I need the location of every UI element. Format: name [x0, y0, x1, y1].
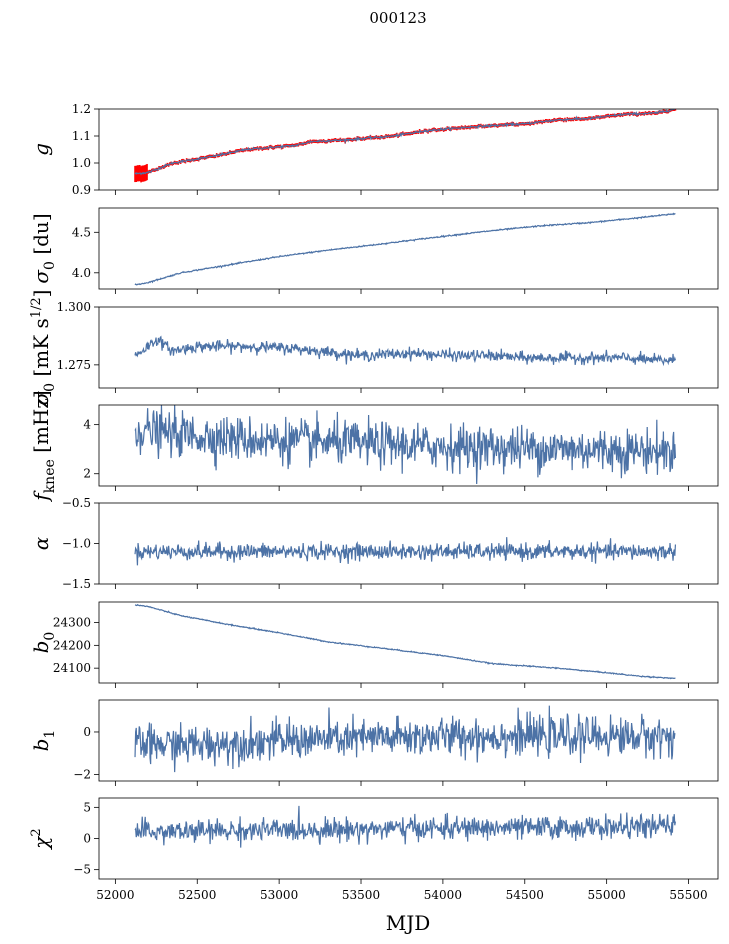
y-tick-label: 1.300	[57, 300, 91, 314]
y-tick-label: −0.5	[62, 496, 91, 510]
y-tick-label: −5	[73, 863, 91, 877]
ylabel-sub: 0	[42, 383, 58, 392]
ylabel-unit: [du]	[29, 213, 53, 254]
x-tick-label: 53000	[260, 888, 298, 902]
ylabel-symbol: σ	[29, 391, 53, 406]
ylabel-unit: [mK s	[29, 318, 53, 376]
axes-frame	[98, 108, 719, 191]
chi2-line	[134, 805, 677, 848]
axes-frame	[98, 601, 719, 684]
ylabel-unit-sup: 1/2	[29, 297, 44, 318]
sigma0_mK-ylabel: σ0 [mK s1/2]	[29, 289, 58, 405]
y-tick-label: 4.0	[72, 266, 91, 280]
fknee-ylabel: fknee [mHz]	[29, 390, 58, 502]
ylabel-symbol: b	[29, 641, 53, 654]
ylabel-unit-close: ]	[29, 289, 53, 297]
alpha-ylabel: α	[29, 536, 53, 550]
alpha-line	[134, 537, 677, 566]
x-tick-label: 54500	[506, 888, 544, 902]
y-tick-label: −1.5	[62, 577, 91, 591]
b0-line	[134, 603, 676, 680]
ylabel-sub: 0	[42, 632, 58, 641]
ylabel-symbol: χ	[29, 835, 53, 851]
axes-frame	[98, 404, 719, 487]
axes-frame	[98, 699, 719, 782]
y-tick-label: 1.2	[72, 102, 91, 116]
sigma0_mK-line	[134, 335, 676, 367]
sigma0-ylabel: σ0 [du]	[29, 213, 58, 283]
ylabel-symbol: b	[29, 739, 53, 752]
y-tick-label: 0	[83, 832, 91, 846]
axes-frame	[98, 207, 719, 290]
b0-ylabel: b0	[29, 632, 58, 654]
ylabel-unit: [mHz]	[29, 390, 53, 453]
sigma0-series	[134, 212, 676, 286]
chi2-ylabel: χ2	[29, 828, 53, 850]
y-tick-label: 0.9	[72, 183, 91, 197]
panel-b1: −2 0 b1	[29, 699, 719, 786]
x-tick-label: 52000	[96, 888, 134, 902]
y-tick-label: 24200	[53, 638, 91, 652]
b0-series	[134, 603, 676, 680]
y-tick-label: 0	[83, 725, 91, 739]
ylabel-symbol: g	[29, 143, 53, 156]
panel-chi2: −5 0 5 52000 52500 53000 53500 54000 54500 55000 5…	[29, 797, 719, 902]
alpha-series	[134, 537, 677, 566]
panel-gain: 0.9 1.0 1.1 1.2 g	[29, 102, 719, 197]
x-axis-label: MJD	[386, 911, 431, 935]
ylabel-sub: 1	[42, 730, 58, 739]
y-tick-label: −2	[73, 768, 91, 782]
panel-alpha: −1.5 −1.0 −0.5 α	[29, 496, 719, 591]
ylabel-symbol: α	[29, 536, 53, 550]
y-tick-label: −1.0	[62, 537, 91, 551]
b1-line	[134, 705, 676, 773]
ylabel-sup: 2	[29, 828, 44, 836]
y-tick-label: 1.275	[57, 358, 91, 372]
x-tick-label: 53500	[342, 888, 380, 902]
x-tick-label: 52500	[178, 888, 216, 902]
y-tick-label: 24300	[53, 616, 91, 630]
y-tick-label: 1.0	[72, 156, 91, 170]
fknee-line	[134, 405, 677, 485]
b1-ylabel: b1	[29, 730, 58, 752]
figure-title: 000123	[369, 9, 426, 27]
sigma0-line	[134, 212, 676, 286]
y-tick-label: 1.1	[72, 129, 91, 143]
y-tick-label: 2	[83, 467, 91, 481]
panel-fknee: 2 4 fknee [mHz]	[29, 390, 719, 503]
gain-series	[134, 109, 677, 183]
y-tick-label: 4	[83, 418, 91, 432]
y-tick-label: 24100	[53, 661, 91, 675]
axes-frame	[98, 797, 719, 880]
b1-series	[134, 705, 676, 773]
gain-ylabel: g	[29, 143, 53, 156]
y-tick-label: 5	[83, 800, 91, 814]
x-tick-label: 54000	[424, 888, 462, 902]
y-tick-label: 4.5	[72, 225, 91, 239]
ylabel-sub: 0	[42, 261, 58, 270]
panel-sigma0: 4.0 4.5 σ0 [du]	[29, 207, 719, 294]
ylabel-symbol: σ	[29, 269, 53, 284]
x-tick-label: 55500	[669, 888, 707, 902]
axes-frame	[98, 306, 719, 389]
gain-line	[134, 109, 676, 176]
x-tick-label: 55000	[588, 888, 626, 902]
chi2-series	[134, 805, 677, 848]
sigma0_mK-series	[134, 335, 676, 367]
axes-frame	[98, 502, 719, 585]
fknee-series	[134, 405, 677, 485]
ylabel-sub: knee	[42, 459, 58, 493]
